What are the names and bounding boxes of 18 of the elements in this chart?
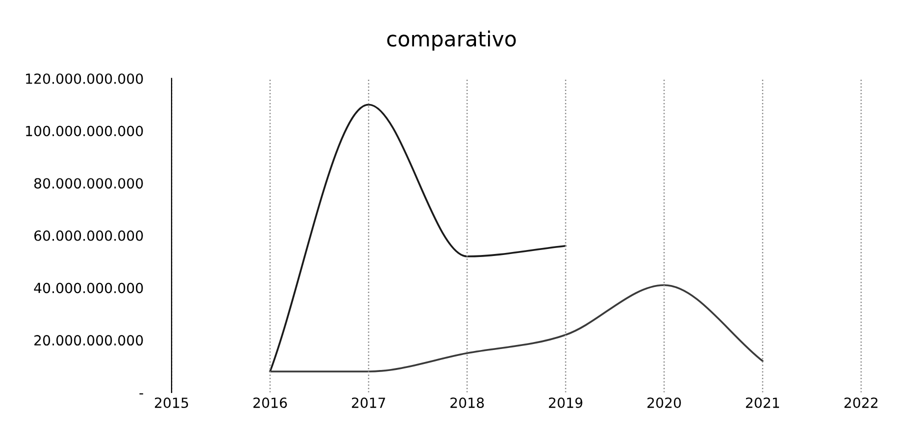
x-tick-label: 2020 (647, 398, 681, 408)
x-tick-label: 2015 (154, 398, 188, 408)
line-series (269, 284, 764, 372)
y-tick-label: 60.000.000.000 (34, 230, 143, 241)
x-tick-label: 2016 (253, 398, 287, 408)
x-tick-label: 2017 (352, 398, 386, 408)
x-tick-label: 2021 (746, 398, 780, 408)
x-tick-label: 2018 (450, 398, 484, 408)
x-tick-label: 2019 (548, 398, 582, 408)
chart-title: comparativo (387, 30, 516, 51)
x-tick-label: 2022 (844, 398, 878, 408)
y-tick-label: 40.000.000.000 (34, 282, 143, 294)
y-tick-label: 20.000.000.000 (34, 335, 143, 346)
y-tick-label: 120.000.000.000 (26, 73, 143, 84)
y-tick-label: 100.000.000.000 (26, 126, 143, 136)
y-tick-label: - (139, 393, 144, 394)
line-series (269, 104, 567, 372)
y-tick-label: 80.000.000.000 (34, 178, 143, 189)
